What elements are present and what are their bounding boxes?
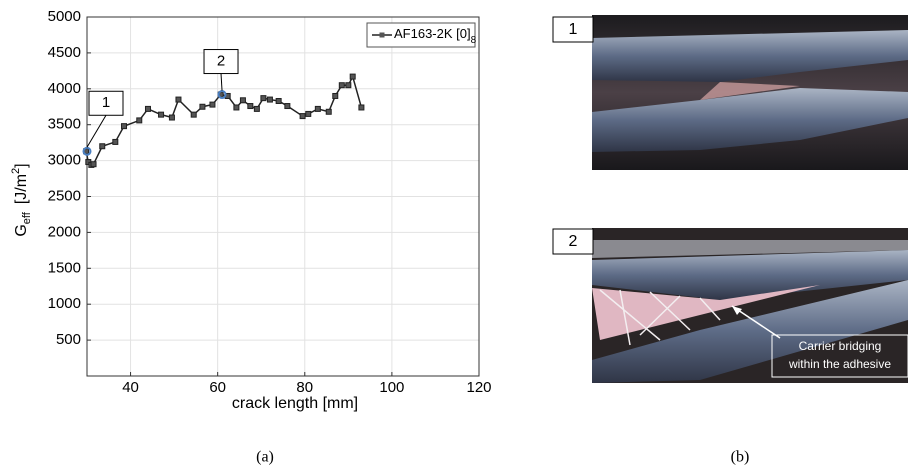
x-tick-label: 100 — [379, 379, 404, 396]
legend-marker — [379, 32, 385, 38]
data-point — [121, 123, 128, 130]
data-point — [349, 73, 356, 80]
annotation-label: 2 — [217, 53, 225, 70]
data-point — [305, 110, 312, 117]
plot-frame — [86, 16, 480, 377]
data-point — [112, 138, 119, 145]
x-tick-label: 120 — [466, 379, 491, 396]
callout-arrowhead — [732, 306, 742, 315]
data-point — [345, 82, 352, 89]
y-label-sub: eff — [21, 211, 33, 224]
data-point — [199, 103, 206, 110]
y-tick-label: 5000 — [48, 8, 81, 25]
annotation-label: 1 — [102, 94, 110, 111]
photo-2 — [592, 228, 908, 383]
y-tick-label: 4500 — [48, 44, 81, 61]
y-tick-label: 2500 — [48, 187, 81, 204]
photo-label: 2 — [569, 233, 578, 250]
y-tick-label: 1000 — [48, 295, 81, 312]
data-point — [136, 117, 143, 124]
highlight-point — [217, 90, 227, 100]
legend-label: AF163-2K [0]8 — [394, 26, 477, 45]
data-point — [260, 95, 267, 102]
data-point — [247, 103, 254, 110]
data-point — [190, 111, 197, 118]
legend-name: AF163-2K [0] — [394, 26, 471, 41]
y-tick-label: 2000 — [48, 223, 81, 240]
y-tick-label: 4000 — [48, 80, 81, 97]
data-point — [253, 105, 260, 112]
callout-text: Carrier bridging — [799, 339, 882, 353]
x-tick-label: 40 — [122, 379, 139, 396]
panel-label: (b) — [731, 449, 750, 466]
data-point — [209, 101, 216, 108]
data-point — [338, 82, 345, 89]
y-axis-label: Geff [J/m2] — [10, 163, 33, 236]
x-axis-label: crack length [mm] — [232, 395, 358, 412]
y-tick-label: 3500 — [48, 116, 81, 133]
photo-label-box — [552, 228, 594, 255]
data-point — [358, 104, 365, 111]
y-label-close: ] — [13, 163, 30, 167]
data-point — [175, 96, 182, 103]
data-point — [233, 104, 240, 111]
data-point — [168, 114, 175, 121]
data-point — [284, 103, 291, 110]
photo-label: 1 — [569, 21, 578, 38]
y-label-sup: 2 — [10, 168, 22, 174]
data-point — [99, 143, 106, 150]
annotation-arrow — [86, 115, 107, 148]
data-point — [314, 105, 321, 112]
y-tick-label: 1500 — [48, 259, 81, 276]
data-point — [90, 161, 97, 168]
x-tick-label: 80 — [296, 379, 313, 396]
photo-label-box — [552, 16, 594, 43]
panel-label: (a) — [256, 449, 274, 466]
data-point — [144, 105, 151, 112]
data-point — [266, 96, 273, 103]
data-line — [85, 74, 363, 166]
data-point — [239, 97, 246, 104]
x-tick-label: 60 — [209, 379, 226, 396]
data-point — [299, 113, 306, 120]
data-point — [332, 92, 339, 99]
legend: AF163-2K [0]8 — [366, 22, 477, 48]
highlight-point — [82, 146, 92, 156]
annotation-arrow — [220, 73, 223, 91]
legend-sub: 8 — [471, 35, 477, 46]
y-label-unit: [J/m — [13, 174, 30, 204]
annotation-box — [203, 49, 239, 75]
data-point — [158, 111, 165, 118]
data-point — [275, 98, 282, 105]
callout-box — [771, 334, 909, 378]
y-label-main: G — [13, 224, 30, 236]
y-tick-label: 3000 — [48, 152, 81, 169]
y-tick-label: 500 — [56, 331, 81, 348]
data-point — [325, 108, 332, 115]
callout-text: within the adhesive — [788, 357, 891, 371]
photo-1 — [592, 15, 908, 170]
